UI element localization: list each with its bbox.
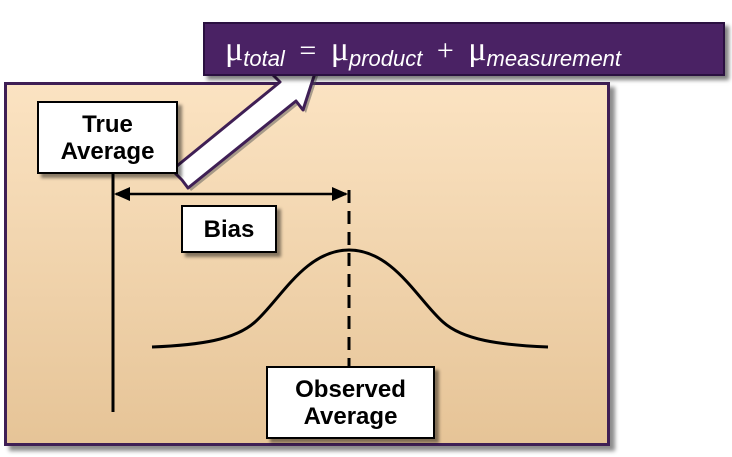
plus-sign: +: [436, 34, 454, 67]
true-average-label: True Average: [37, 101, 178, 174]
bias-label: Bias: [181, 205, 277, 253]
true-average-line1: True: [82, 110, 133, 138]
bias-arrow-head-left: [114, 187, 130, 201]
mu-symbol: μ: [225, 31, 244, 68]
formula-box: μtotal = μproduct + μmeasurement: [203, 22, 725, 76]
subscript-total: total: [243, 46, 285, 71]
mu-symbol: μ: [468, 31, 487, 68]
pointer-arrow: [170, 68, 319, 191]
mu-symbol: μ: [330, 31, 349, 68]
equals-sign: =: [299, 34, 317, 67]
distribution-curve: [151, 248, 549, 349]
bias-text: Bias: [203, 215, 255, 243]
subscript-product: product: [348, 46, 423, 71]
true-average-line2: Average: [60, 137, 155, 165]
observed-average-line1: Observed: [295, 375, 406, 403]
observed-average-label: Observed Average: [266, 366, 435, 439]
observed-average-line2: Average: [303, 402, 398, 430]
subscript-measurement: measurement: [486, 46, 622, 71]
bias-arrow-head-right: [332, 187, 348, 201]
